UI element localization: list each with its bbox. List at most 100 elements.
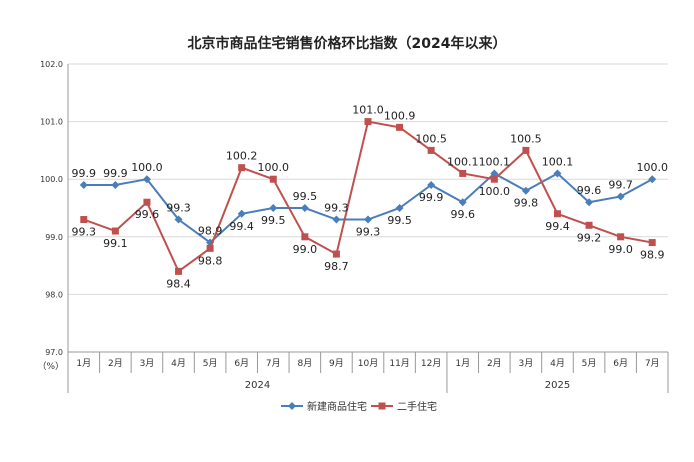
- data-point-series-2: [143, 198, 151, 206]
- x-tick-label: 1月: [76, 358, 91, 369]
- data-label-series-1: 100.0: [636, 161, 668, 174]
- data-point-series-2: [490, 175, 498, 183]
- data-point-series-1: [616, 192, 625, 201]
- data-point-series-2: [206, 244, 214, 252]
- data-point-series-2: [617, 233, 625, 241]
- legend-marker-2: [378, 402, 386, 410]
- legend-marker-1: [288, 402, 296, 410]
- data-label-series-2: 100.9: [384, 109, 416, 122]
- x-tick-label: 1月: [455, 358, 470, 369]
- data-label-series-1: 99.3: [356, 226, 381, 239]
- data-point-series-1: [364, 215, 372, 224]
- x-tick-label: 4月: [171, 358, 186, 369]
- data-label-series-1: 99.9: [72, 167, 97, 180]
- data-point-series-2: [175, 267, 183, 275]
- data-point-series-1: [142, 175, 151, 184]
- data-label-series-1: 99.9: [419, 191, 444, 204]
- y-unit-label: （%）: [37, 361, 64, 372]
- data-label-series-2: 99.1: [103, 237, 128, 250]
- y-tick-label: 102.0: [40, 60, 63, 69]
- data-label-series-2: 101.0: [352, 104, 384, 117]
- y-tick-label: 101.0: [40, 118, 63, 127]
- data-point-series-1: [490, 169, 499, 178]
- y-tick-label: 99.0: [45, 233, 63, 242]
- data-point-series-1: [427, 180, 436, 189]
- data-label-series-2: 100.0: [479, 185, 511, 198]
- data-label-series-1: 99.5: [387, 214, 412, 227]
- x-tick-label: 10月: [358, 358, 378, 369]
- data-label-series-1: 100.1: [479, 155, 511, 168]
- x-tick-label: 9月: [329, 358, 344, 369]
- data-point-series-1: [300, 204, 309, 212]
- data-label-series-2: 99.2: [577, 231, 602, 244]
- data-label-series-2: 100.1: [447, 155, 479, 168]
- x-tick-label: 11月: [389, 358, 409, 369]
- data-point-series-2: [459, 169, 467, 177]
- data-label-series-2: 98.8: [198, 254, 223, 267]
- x-tick-label: 3月: [519, 358, 534, 369]
- data-point-series-2: [396, 123, 404, 131]
- data-point-series-1: [332, 215, 341, 224]
- x-tick-label: 12月: [421, 358, 441, 369]
- legend-label: 二手住宅: [397, 400, 437, 413]
- data-point-series-1: [111, 180, 120, 189]
- data-point-series-2: [522, 146, 530, 154]
- data-label-series-1: 99.5: [261, 214, 286, 227]
- data-label-series-2: 100.5: [415, 132, 447, 145]
- series-line-2: [83, 120, 653, 273]
- x-tick-label: 7月: [266, 358, 281, 369]
- data-label-series-1: 100.1: [542, 155, 574, 168]
- data-label-series-1: 99.7: [608, 178, 633, 191]
- data-label-series-2: 99.0: [608, 243, 633, 256]
- data-point-series-2: [238, 164, 246, 172]
- data-label-series-1: 99.3: [166, 202, 191, 215]
- data-label-series-1: 99.6: [577, 184, 602, 197]
- x-tick-label: 2月: [487, 358, 502, 369]
- data-label-series-1: 99.9: [103, 167, 128, 180]
- data-point-series-2: [648, 239, 656, 247]
- data-label-series-2: 99.0: [293, 243, 318, 256]
- data-label-series-1: 99.6: [450, 208, 475, 221]
- data-point-series-1: [237, 209, 246, 218]
- data-label-series-1: 99.8: [514, 197, 539, 210]
- data-label-series-2: 100.5: [510, 132, 542, 145]
- data-point-series-2: [269, 175, 277, 183]
- data-point-series-2: [585, 221, 593, 229]
- y-tick-label: 97.0: [45, 348, 63, 357]
- data-label-series-2: 98.7: [324, 260, 349, 273]
- data-point-series-2: [111, 227, 119, 235]
- data-point-series-1: [269, 204, 278, 212]
- data-point-series-2: [332, 250, 340, 258]
- data-label-series-1: 100.0: [131, 161, 163, 174]
- data-label-series-2: 98.9: [640, 249, 665, 262]
- x-tick-label: 6月: [613, 358, 628, 369]
- x-tick-label: 7月: [645, 358, 660, 369]
- x-tick-label: 5月: [203, 358, 218, 369]
- data-point-series-1: [521, 186, 530, 195]
- data-point-series-2: [364, 118, 372, 126]
- data-point-series-1: [79, 180, 88, 189]
- chart-title: 北京市商品住宅销售价格环比指数（2024年以来）: [187, 36, 507, 52]
- data-label-series-2: 99.6: [135, 208, 160, 221]
- year-label: 2025: [545, 380, 570, 391]
- data-label-series-2: 100.2: [226, 150, 258, 163]
- x-tick-label: 3月: [140, 358, 155, 369]
- data-label-series-1: 99.5: [293, 190, 318, 203]
- data-point-series-1: [395, 204, 404, 212]
- x-tick-label: 4月: [550, 358, 565, 369]
- data-label-series-1: 98.9: [198, 225, 223, 238]
- data-point-series-2: [80, 216, 88, 224]
- data-point-series-1: [648, 175, 657, 184]
- data-point-series-1: [585, 198, 594, 207]
- x-tick-label: 2月: [108, 358, 123, 369]
- data-point-series-1: [553, 169, 562, 178]
- data-point-series-2: [301, 233, 309, 241]
- x-tick-label: 8月: [297, 358, 312, 369]
- data-label-series-2: 99.3: [72, 226, 97, 239]
- data-label-series-2: 98.4: [166, 277, 191, 290]
- y-tick-label: 98.0: [45, 290, 63, 299]
- year-label: 2024: [245, 380, 270, 391]
- x-tick-label: 6月: [234, 358, 249, 369]
- data-label-series-1: 99.3: [324, 202, 349, 215]
